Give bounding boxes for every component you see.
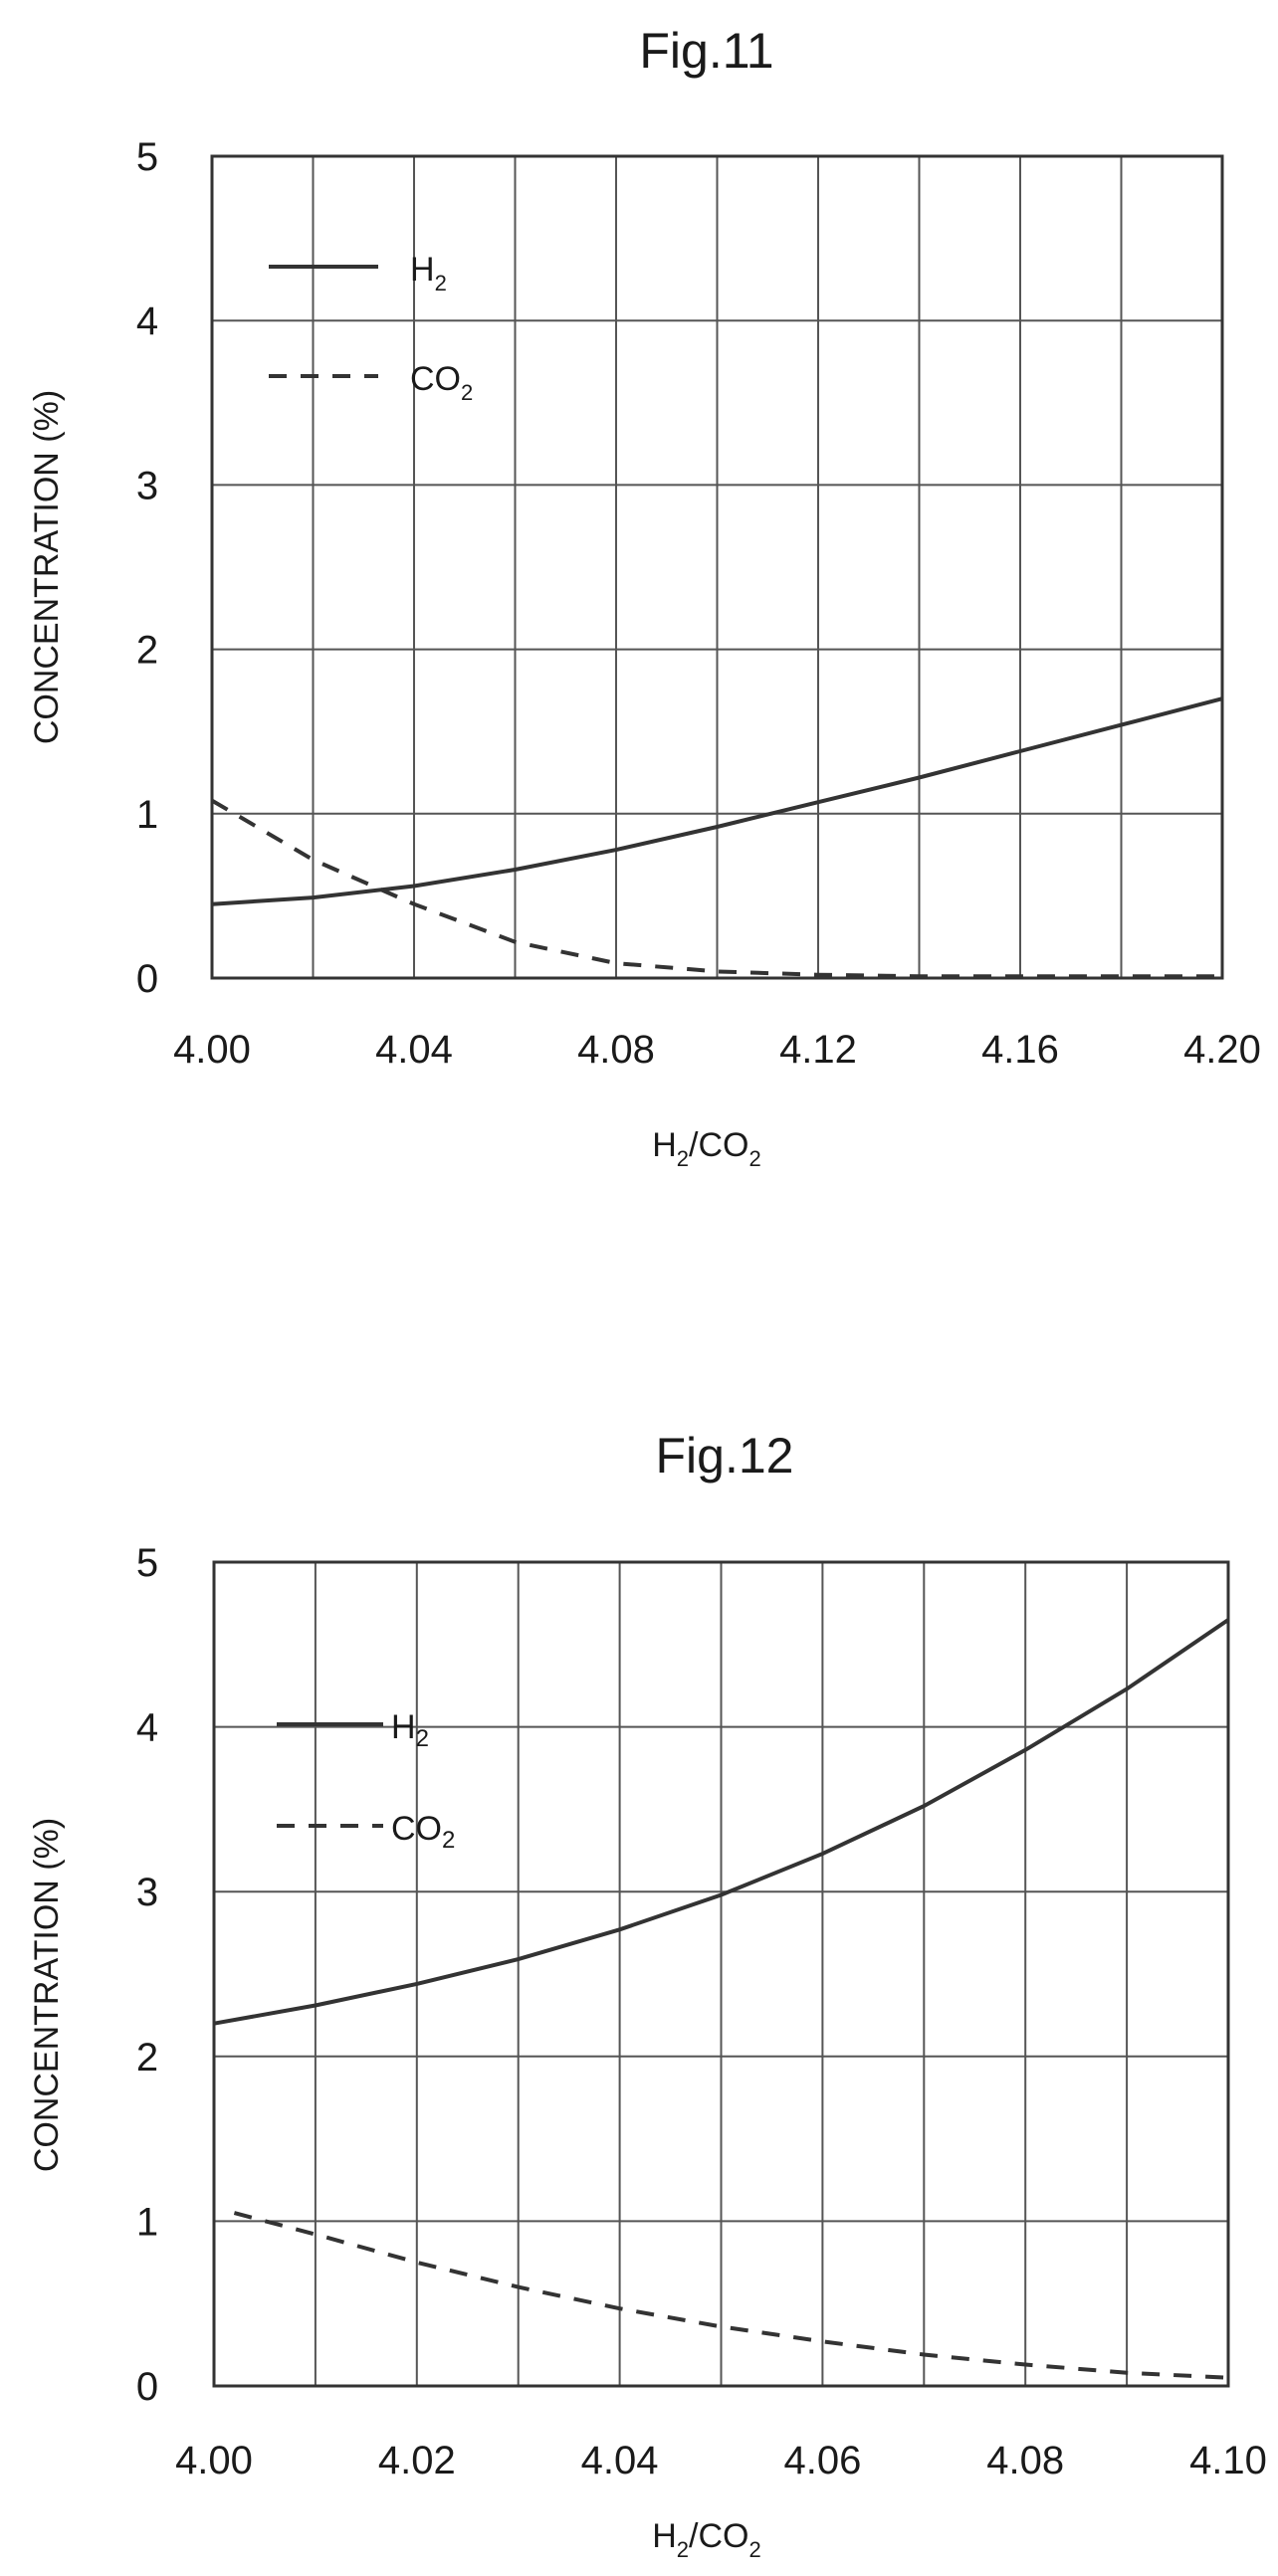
y-tick-label: 2	[136, 2036, 158, 2080]
x-tick-label: 4.04	[581, 2439, 659, 2482]
y-tick-labels: 0 1 2 3 4 5	[136, 135, 158, 1001]
x-axis-label: H2/CO2	[652, 2517, 761, 2562]
y-tick-label: 1	[136, 793, 158, 837]
legend-label-co2: CO2	[410, 360, 473, 405]
legend-label-h2-letter: H	[410, 251, 435, 289]
x-tick-label: 4.00	[175, 2439, 253, 2482]
legend-label-co2: CO2	[391, 1810, 455, 1854]
x-tick-label: 4.20	[1183, 1028, 1261, 1072]
legend-label-co2-subscript: 2	[442, 1827, 455, 1854]
x-tick-label: 4.04	[375, 1028, 453, 1072]
plot-frame	[212, 1560, 1230, 2388]
legend-label-h2: H2	[410, 251, 447, 296]
y-tick-label: 5	[136, 1541, 158, 1585]
legend-label-h2-letter: H	[391, 1708, 416, 1746]
legend-label-h2-subscript: 2	[416, 1725, 429, 1752]
x-tick-labels: 4.00 4.02 4.04 4.06 4.08 4.10	[175, 2439, 1267, 2482]
series-line-h2	[213, 1618, 1230, 2026]
legend-label-h2: H2	[391, 1708, 429, 1752]
legend: H2 CO2	[269, 251, 473, 405]
y-tick-label: 4	[136, 1706, 158, 1750]
chart-fig-11: Fig.11 4.00 4.04 4.08 4.12 4.16 4.20 0 1 2 3 4 5 H…	[28, 23, 1261, 1171]
x-tick-label: 4.08	[986, 2439, 1064, 2482]
x-tick-label: 4.12	[779, 1028, 857, 1072]
grid	[214, 1562, 1228, 2386]
y-tick-label: 4	[136, 299, 158, 343]
plot-frame	[210, 154, 1224, 980]
series-line-co2	[233, 2211, 1229, 2380]
y-tick-label: 3	[136, 464, 158, 507]
x-tick-label: 4.00	[173, 1028, 251, 1072]
x-tick-label: 4.08	[577, 1028, 655, 1072]
legend-label-co2-subscript: 2	[461, 380, 473, 405]
y-tick-label: 0	[136, 957, 158, 1001]
grid	[212, 156, 1222, 978]
x-tick-labels: 4.00 4.04 4.08 4.12 4.16 4.20	[173, 1028, 1261, 1072]
x-axis-label: H2/CO2	[652, 1126, 761, 1171]
chart-title: Fig.11	[639, 23, 773, 79]
y-tick-label: 2	[136, 629, 158, 673]
y-tick-label: 0	[136, 2365, 158, 2409]
chart-fig-12: Fig.12 4.00 4.02 4.04 4.06 4.08 4.10 0 1 2 3 4 5 H…	[28, 1428, 1267, 2562]
y-axis-label: CONCENTRATION (%)	[28, 390, 66, 744]
series-line-h2	[211, 696, 1223, 906]
y-tick-label: 3	[136, 1871, 158, 1914]
legend-label-co2-letters: CO	[391, 1810, 442, 1848]
legend-label-co2-letters: CO	[410, 360, 461, 398]
legend-label-h2-subscript: 2	[435, 271, 447, 296]
x-tick-label: 4.02	[378, 2439, 456, 2482]
series-layer	[213, 1618, 1230, 2380]
x-tick-label: 4.16	[981, 1028, 1059, 1072]
chart-title: Fig.12	[656, 1428, 794, 1484]
x-tick-label: 4.06	[783, 2439, 861, 2482]
series-line-co2	[210, 798, 1222, 979]
series-layer	[210, 696, 1223, 979]
legend: H2 CO2	[277, 1708, 455, 1854]
y-axis-label: CONCENTRATION (%)	[28, 1818, 66, 2172]
y-tick-labels: 0 1 2 3 4 5	[136, 1541, 158, 2409]
x-tick-label: 4.10	[1189, 2439, 1267, 2482]
y-tick-label: 5	[136, 135, 158, 179]
y-tick-label: 1	[136, 2200, 158, 2244]
